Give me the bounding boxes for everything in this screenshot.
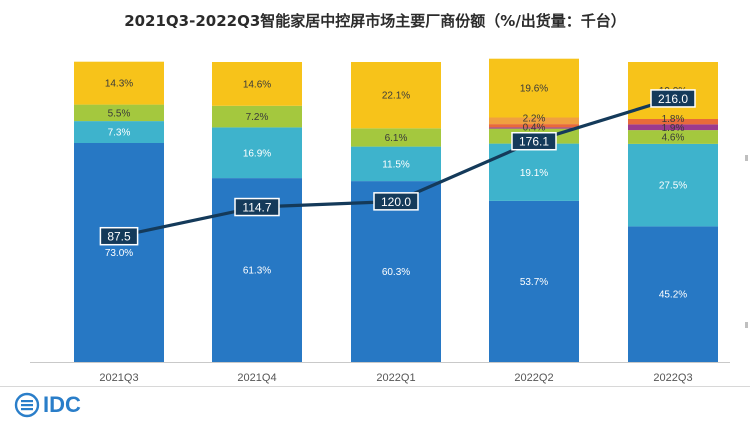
bar-segment [489,117,579,125]
line-point-marker [99,226,139,246]
idc-logo-icon [14,392,40,418]
segment-label: 27.5% [659,181,687,192]
bar-segment [489,124,579,128]
bar-segment [489,127,579,129]
chart-title: 2021Q3-2022Q3智能家居中控屏市场主要厂商份额（%/出货量：千台） [124,12,626,30]
line-point-marker [234,197,280,217]
line-data-label: 176.1 [519,135,549,149]
bar-segment [351,146,441,182]
x-tick-label: 2022Q1 [376,372,415,384]
footer-divider [0,386,750,387]
bar-segment [212,127,302,179]
segment-label: 73.0% [105,248,133,259]
line-point-marker [511,131,557,151]
x-tick-label: 2022Q3 [653,372,692,384]
bar-segment [74,104,164,122]
bar-segment [351,62,441,129]
edge-tick [745,155,748,161]
segment-label: 19.6% [520,84,548,95]
x-tick-label: 2021Q3 [99,372,138,384]
segment-label: 7.3% [108,128,131,139]
bar-segment [212,62,302,106]
x-tick-label: 2022Q2 [514,372,553,384]
segment-label: 1.8% [662,114,685,125]
bar-segment [628,119,718,125]
segment-label: 16.9% [243,148,271,159]
segment-label: 5.5% [108,108,131,119]
segment-label: 4.6% [662,133,685,144]
segment-label: 1.9% [662,123,685,134]
bar-segment [628,124,718,131]
segment-label: 0.4% [523,123,546,134]
segment-label: 14.3% [105,79,133,90]
line-data-label: 216.0 [658,92,688,106]
bar-segment [489,200,579,362]
line-point-marker [650,89,696,108]
segment-label: 53.7% [520,277,548,288]
stacked-bar-chart: 2021Q3 2021Q4 2022Q1 2022Q2 2022Q3 73.0% 7.3% 5… [30,58,730,384]
idc-logo-text: IDC [43,392,81,417]
bar-segment [74,121,164,143]
bar-segment [351,181,441,362]
line-data-label: 87.5 [107,230,131,244]
line-data-label: 114.7 [242,201,271,215]
bar-segment [628,226,718,362]
bar-segment [628,130,718,144]
segment-label: 7.2% [246,112,269,123]
segment-label: 45.2% [659,290,687,301]
segment-label: 6.1% [385,133,408,144]
segment-label: 22.1% [382,91,410,102]
line-data-label: 120.0 [381,195,411,209]
segment-label: 61.3% [243,266,271,277]
edge-tick [745,322,748,328]
bar-segment [351,128,441,147]
line-point-marker [373,192,419,211]
segment-label: 19.1% [520,168,548,179]
bar-segment [74,143,164,362]
bar-segment [74,61,164,105]
bar-segment [212,105,302,128]
bar-segment [489,58,579,118]
segment-label: 2.2% [523,114,546,125]
idc-logo: IDC [14,392,81,418]
bar-segment [628,143,718,227]
segment-label: 11.5% [382,159,410,170]
x-tick-label: 2021Q4 [237,372,276,384]
segment-label: 14.6% [243,79,271,90]
segment-label: 60.3% [382,267,410,278]
